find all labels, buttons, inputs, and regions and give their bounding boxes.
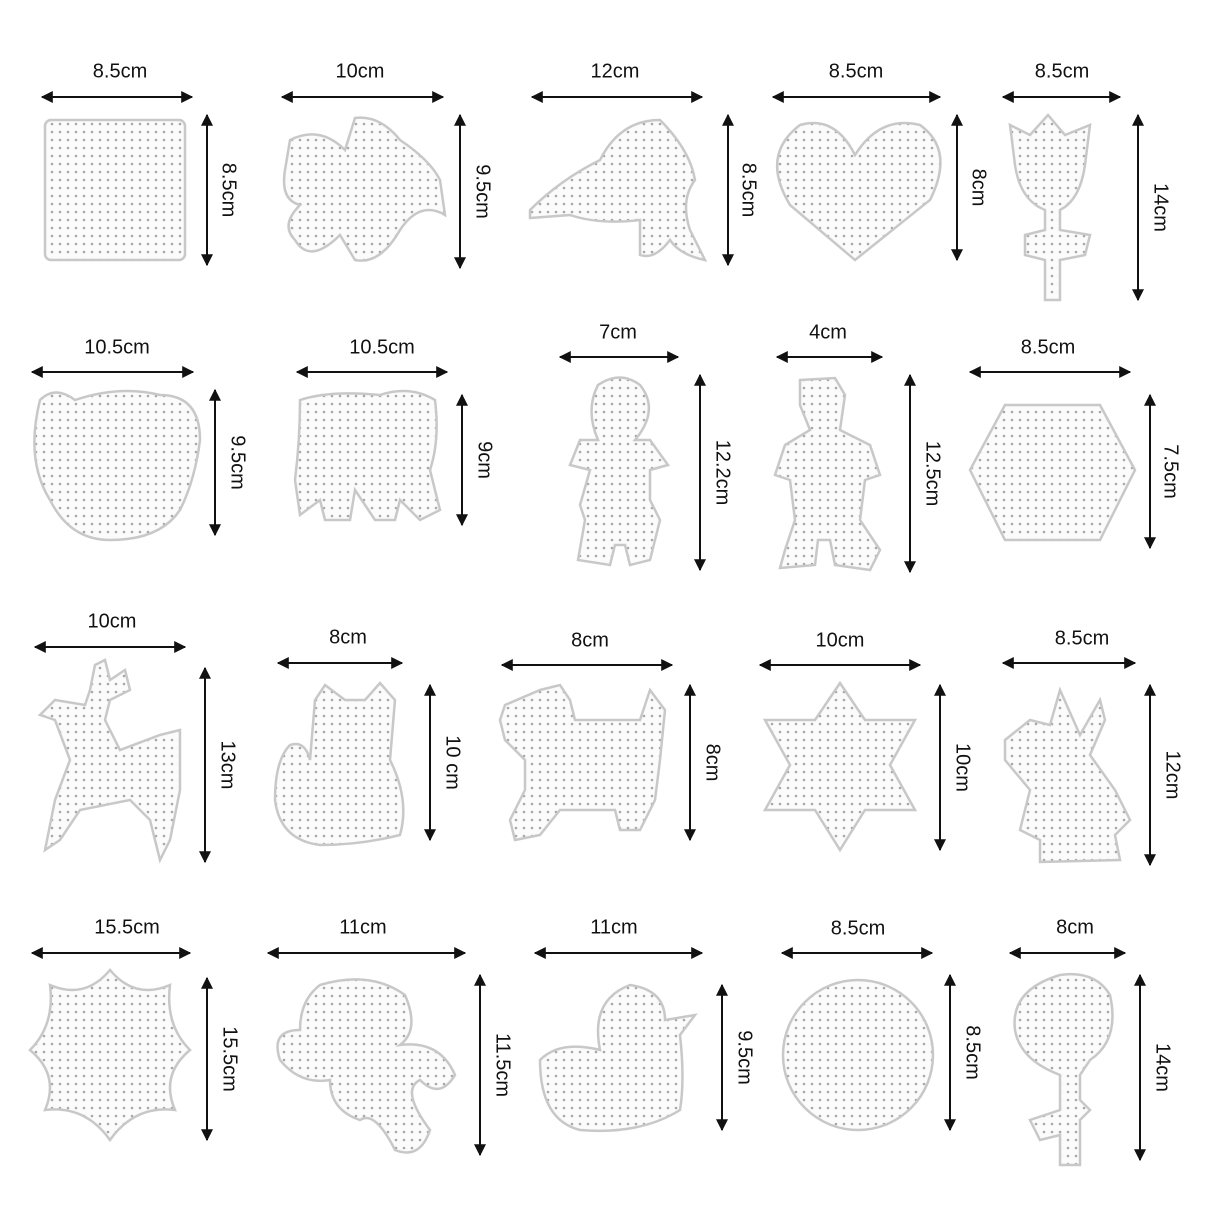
height-label: 15.5cm [219,1026,241,1092]
height-label: 13cm [217,741,239,790]
width-label: 11cm [590,916,637,938]
duck-board [538,983,698,1133]
deer-board [37,658,182,864]
width-label: 8cm [571,629,609,651]
tulip-board [1008,113,1092,302]
height-label: 12.5cm [922,441,944,507]
width-label: 8.5cm [829,60,883,82]
width-label: 12cm [591,60,640,82]
bear-board [33,389,202,542]
height-label: 8cm [968,169,990,207]
height-label: 10cm [952,743,974,792]
heart-board [775,121,942,262]
dolphin-board [528,118,708,262]
width-label: 10cm [88,610,137,632]
height-label: 14cm [1152,1043,1174,1092]
height-label: 8cm [702,744,724,782]
width-label: 15.5cm [94,916,160,938]
width-label: 7cm [599,321,637,343]
height-label: 11.5cm [492,1033,514,1097]
height-label: 9cm [474,441,496,479]
height-label: 12cm [1162,751,1184,800]
width-label: 8.5cm [1035,60,1089,82]
dog-board [498,683,667,842]
width-label: 8cm [1056,916,1094,938]
flower-board [28,968,192,1143]
height-label: 10 cm [442,735,464,789]
width-label: 8.5cm [93,60,147,82]
height-label: 9.5cm [734,1030,756,1084]
width-label: 10cm [816,629,865,651]
rabbit-board [1003,686,1132,864]
width-label: 8.5cm [1021,336,1075,358]
circle-board [781,978,935,1132]
hexagon-board [968,403,1137,542]
elephant-board [293,389,442,522]
width-label: 11cm [339,916,386,938]
octopus-board [276,978,457,1154]
width-label: 4cm [809,321,847,343]
height-label: 9.5cm [227,435,249,489]
width-label: 8.5cm [831,917,885,939]
height-label: 8.5cm [738,163,760,217]
square-board [43,118,187,262]
tree-board [1013,972,1114,1167]
height-label: 9.5cm [472,164,494,218]
width-label: 8cm [329,626,367,648]
height-label: 7.5cm [1160,444,1182,498]
height-label: 8.5cm [962,1025,984,1079]
cat-board [273,681,405,847]
width-label: 10.5cm [84,336,150,358]
width-label: 10cm [336,60,385,82]
star-board [762,680,918,853]
width-label: 8.5cm [1055,627,1109,649]
boy-board [773,376,882,572]
height-label: 14cm [1150,183,1172,232]
girl-board [568,376,671,567]
height-label: 12.2cm [712,440,734,506]
height-label: 8.5cm [218,163,240,217]
width-label: 10.5cm [349,336,415,358]
fish-board [282,116,447,262]
pegboards [28,113,1137,1167]
